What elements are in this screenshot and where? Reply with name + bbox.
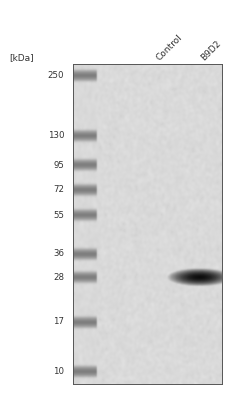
Text: Control: Control [154,32,184,62]
Text: 17: 17 [53,318,64,326]
Text: 130: 130 [48,132,64,140]
Text: 250: 250 [48,72,64,80]
Text: 10: 10 [53,366,64,376]
Text: 36: 36 [53,250,64,258]
Text: 72: 72 [53,186,64,194]
Text: B9D2: B9D2 [199,38,223,62]
Text: [kDa]: [kDa] [9,53,34,62]
Text: 55: 55 [53,210,64,220]
Text: 28: 28 [53,272,64,282]
Text: 95: 95 [53,160,64,170]
